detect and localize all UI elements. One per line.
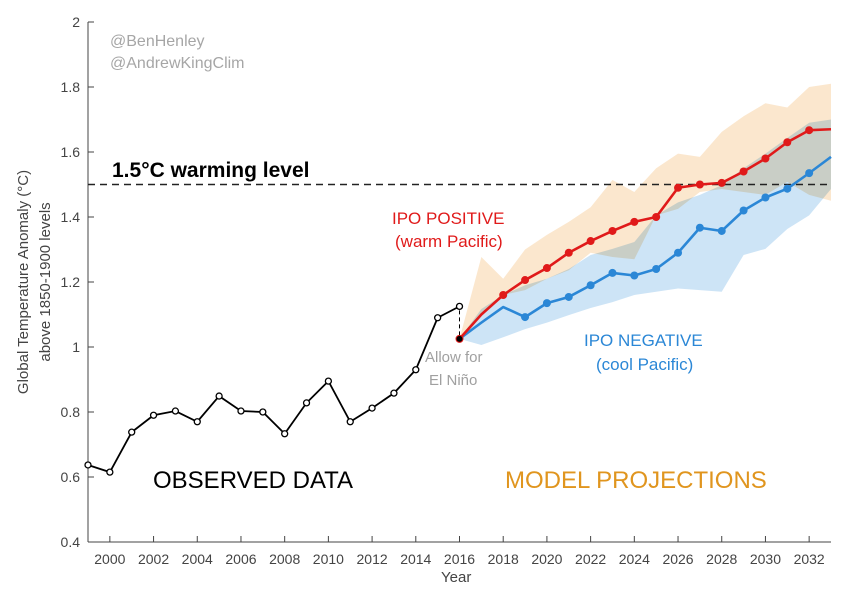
ipo-negative-label: IPO NEGATIVE: [584, 331, 703, 350]
y-tick-label: 1.4: [61, 209, 81, 225]
y-tick-label: 0.8: [61, 404, 81, 420]
ipo-positive-point: [608, 226, 617, 235]
ipo-positive-point: [564, 248, 573, 257]
x-tick-label: 2012: [357, 551, 388, 567]
y-tick-label: 0.4: [61, 534, 81, 550]
x-tick-label: 2018: [488, 551, 519, 567]
x-tick-label: 2008: [269, 551, 300, 567]
ipo-positive-point: [761, 154, 770, 163]
ipo-positive-point: [630, 217, 639, 226]
ipo-negative-point: [608, 268, 617, 277]
el-nino-label-line1: Allow for: [425, 349, 483, 366]
x-tick-label: 2004: [182, 551, 213, 567]
observed-point: [193, 418, 201, 426]
x-axis-label: Year: [441, 569, 471, 586]
x-tick-label: 2002: [138, 551, 169, 567]
ipo-negative-point: [674, 248, 683, 257]
ipo-positive-point: [586, 237, 595, 246]
observed-point: [390, 389, 398, 397]
ipo-positive-point: [542, 264, 551, 273]
observed-point: [237, 407, 245, 415]
ipo-negative-point: [630, 271, 639, 280]
observed-point: [346, 418, 354, 426]
ipo-positive-point: [739, 167, 748, 176]
x-tick-label: 2014: [400, 551, 431, 567]
ipo-negative-point: [695, 223, 704, 232]
ipo-negative-sublabel: (cool Pacific): [596, 355, 693, 374]
ipo-negative-point: [564, 292, 573, 301]
y-tick-label: 0.6: [61, 469, 81, 485]
el-nino-label-line2: El Niño: [429, 372, 477, 389]
axes: 0.4 0.6 0.8 1 1.2 1.4 1.6 1.8 2 2000 2002 2004 2006 2…: [61, 14, 831, 567]
y-tick-label: 1.6: [61, 144, 81, 160]
y-axis-label-line2: above 1850-1900 levels: [37, 202, 54, 361]
observed-point: [128, 428, 136, 436]
observed-point: [368, 404, 376, 412]
ipo-positive-sublabel: (warm Pacific): [395, 232, 503, 251]
observed-point: [215, 392, 223, 400]
y-tick-label: 1.8: [61, 79, 81, 95]
y-tick-label: 1.2: [61, 274, 81, 290]
ipo-positive-point: [695, 180, 704, 189]
projection-start-point: [456, 335, 463, 342]
ipo-negative-point: [783, 184, 792, 193]
x-tick-label: 2020: [531, 551, 562, 567]
observed-point: [302, 399, 311, 407]
x-tick-label: 2010: [313, 551, 344, 567]
x-tick-label: 2016: [444, 551, 475, 567]
ipo-negative-point: [739, 206, 748, 215]
y-tick-label: 2: [72, 14, 80, 30]
credit-ben-henley: @BenHenley: [110, 33, 205, 50]
ipo-positive-point: [652, 213, 661, 221]
x-tick-label: 2006: [225, 551, 256, 567]
observed-point: [84, 461, 92, 469]
x-tick-label: 2032: [794, 551, 825, 567]
ipo-positive-point: [674, 183, 683, 192]
observed-point: [281, 430, 289, 438]
ipo-positive-point: [521, 276, 530, 285]
x-tick-label: 2022: [575, 551, 606, 567]
ipo-positive-point: [717, 178, 726, 187]
ipo-positive-point: [499, 291, 508, 299]
band-ipo-negative: [459, 119, 831, 346]
ipo-negative-point: [717, 226, 726, 235]
observed-data-label: OBSERVED DATA: [153, 467, 353, 494]
threshold-label: 1.5°C warming level: [112, 159, 309, 182]
observed-point: [171, 407, 180, 415]
y-tick-label: 1: [72, 339, 80, 355]
ipo-negative-point: [761, 193, 770, 202]
observed-point: [149, 411, 158, 419]
uncertainty-bands: [459, 83, 831, 346]
ipo-positive-label: IPO POSITIVE: [392, 209, 504, 228]
ipo-negative-point: [521, 313, 530, 322]
x-tick-label: 2026: [662, 551, 693, 567]
y-axis-label-line1: Global Temperature Anomaly (°C): [15, 170, 32, 394]
observed-point: [106, 468, 114, 476]
observed-point: [433, 314, 442, 322]
x-tick-label: 2028: [706, 551, 737, 567]
ipo-positive-point: [805, 126, 814, 135]
observed-point: [324, 377, 333, 385]
ipo-negative-point: [542, 299, 551, 308]
x-tick-label: 2024: [619, 551, 650, 567]
observed-point: [412, 366, 420, 374]
observed-point: [455, 302, 464, 311]
ipo-negative-point: [586, 281, 595, 290]
ipo-negative-point: [805, 169, 814, 178]
observed-line: [87, 305, 460, 474]
model-projections-label: MODEL PROJECTIONS: [505, 467, 767, 494]
ipo-positive-line: [458, 127, 832, 340]
x-tick-label: 2030: [750, 551, 781, 567]
ipo-positive-point: [783, 138, 792, 147]
credit-andrew-king: @AndrewKingClim: [110, 55, 245, 72]
observed-point: [259, 408, 267, 416]
band-ipo-positive: [459, 83, 831, 339]
x-tick-label: 2000: [94, 551, 125, 567]
ipo-negative-point: [652, 265, 661, 273]
series-lines: [84, 126, 832, 476]
